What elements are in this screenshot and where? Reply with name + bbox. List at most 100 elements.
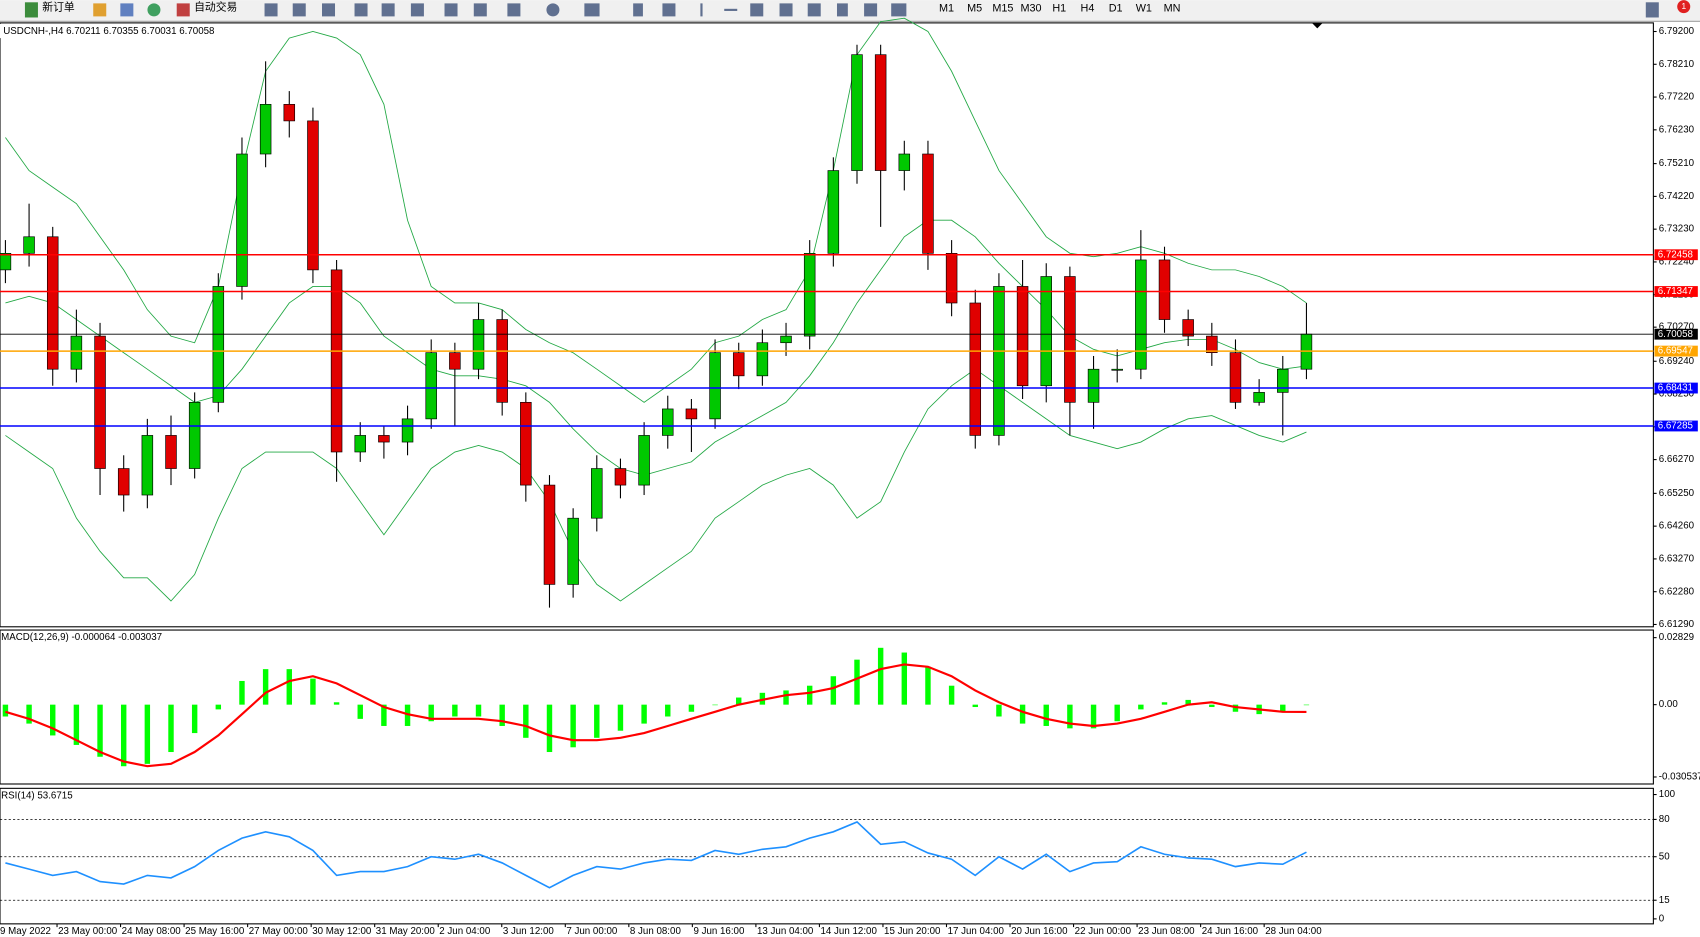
label-icon[interactable]: [864, 3, 878, 17]
macd-bar: [830, 676, 837, 705]
candle-body: [188, 401, 201, 469]
channel-icon[interactable]: [779, 3, 793, 17]
candle-body: [283, 104, 296, 122]
x-tick-label: 27 May 00:00: [249, 926, 309, 937]
hline-icon[interactable]: [724, 8, 738, 11]
timeframe-button[interactable]: H1: [1052, 3, 1066, 15]
tool-icon[interactable]: [322, 3, 336, 17]
toolbar-icon[interactable]: [120, 3, 134, 17]
candle-body: [425, 352, 437, 420]
candle-body: [993, 286, 1005, 436]
macd-bar: [1303, 704, 1310, 706]
new-order-button[interactable]: 新订单: [42, 0, 75, 14]
x-tick-label: 22 Jun 00:00: [1075, 926, 1132, 937]
candle-body: [922, 153, 934, 254]
alert-badge[interactable]: [1677, 0, 1691, 14]
vline-icon[interactable]: [700, 3, 703, 17]
price-tag: [1654, 249, 1698, 261]
macd-bar: [854, 659, 860, 705]
y-tick-label: 6.64260: [1659, 521, 1695, 532]
candle-body: [330, 269, 343, 453]
tile-icon[interactable]: [410, 3, 424, 17]
y-tick-label: 6.79200: [1659, 26, 1695, 37]
period-icon[interactable]: [546, 3, 560, 17]
tool-icon[interactable]: [444, 3, 458, 17]
timeframe-button[interactable]: M5: [967, 3, 982, 15]
zoom-in-icon[interactable]: [354, 3, 368, 17]
fibo-icon[interactable]: [807, 3, 821, 17]
candle-body: [401, 418, 414, 443]
main-title-bg: [0, 23, 228, 39]
macd-bar: [736, 697, 742, 705]
search-icon[interactable]: [1645, 2, 1659, 18]
y-tick-label: 0: [1659, 913, 1665, 924]
tool-icon[interactable]: [473, 3, 487, 17]
candle-body: [46, 236, 59, 370]
macd-bar: [144, 704, 151, 764]
macd-bar: [523, 704, 529, 738]
macd-bar: [262, 669, 269, 705]
timeframes: M1 M5 M15 M30 H1 H4 D1 W1 MN: [939, 3, 1180, 15]
macd-bar: [712, 704, 718, 706]
candle-body: [662, 408, 674, 436]
timeframe-button[interactable]: MN: [1164, 3, 1181, 15]
timeframe-button[interactable]: M30: [1021, 3, 1042, 15]
candle-body: [969, 302, 982, 436]
auto-trading-icon[interactable]: [176, 3, 190, 17]
price-tag-label: 6.68431: [1658, 383, 1693, 394]
macd-bar: [1280, 704, 1286, 712]
candle-body: [709, 352, 721, 420]
plot-layer: 6.79200 6.78210 6.77220 6.76230 6.75210 6.742…: [0, 17, 1700, 937]
indicator-icon[interactable]: [507, 3, 521, 17]
text-icon[interactable]: [836, 3, 848, 17]
x-tick-label: 14 Jun 12:00: [821, 926, 878, 937]
x-tick-label: 7 Jun 00:00: [566, 926, 618, 937]
toolbar: 新订单 自动交易 M1 M5 M1: [0, 0, 1700, 22]
macd-bar: [1019, 704, 1026, 724]
cursor-icon[interactable]: [633, 3, 643, 17]
macd-bar: [452, 704, 458, 717]
toolbar-icon[interactable]: [147, 3, 161, 17]
auto-trading-button[interactable]: 自动交易: [194, 0, 237, 14]
macd-bar: [215, 704, 222, 710]
y-tick-label: 80: [1659, 814, 1670, 825]
main-title: USDCNH-,H4 6.70211 6.70355 6.70031 6.700…: [3, 26, 214, 37]
toolbar-tools: [264, 3, 907, 17]
trendline-icon[interactable]: [750, 3, 764, 17]
y-tick-label: 6.73230: [1659, 224, 1695, 235]
y-tick-label: 0.02829: [1659, 632, 1694, 643]
timeframe-button[interactable]: W1: [1136, 3, 1152, 15]
macd-bar: [783, 690, 789, 705]
candle-body: [1111, 368, 1123, 371]
candle-body: [685, 408, 698, 420]
rsi-title: RSI(14) 53.6715: [1, 791, 73, 802]
macd-bar: [1067, 704, 1073, 729]
tool-icon[interactable]: [264, 3, 278, 17]
y-tick-label: -0.030537: [1659, 772, 1700, 783]
macd-bar: [168, 704, 174, 753]
timeframe-button[interactable]: D1: [1109, 3, 1123, 15]
macd-bar: [191, 704, 198, 734]
macd-bar: [428, 704, 434, 722]
timeframe-button[interactable]: M1: [939, 3, 954, 15]
x-tick-label: 3 Jun 12:00: [503, 926, 555, 937]
crosshair-icon[interactable]: [662, 3, 676, 17]
macd-bar: [1161, 702, 1168, 705]
tool-icon[interactable]: [292, 3, 306, 17]
candle-body: [259, 104, 272, 155]
arrows-icon[interactable]: [891, 3, 907, 17]
candle-body: [117, 468, 130, 496]
timeframe-button[interactable]: H4: [1081, 3, 1095, 15]
zoom-out-icon[interactable]: [381, 3, 395, 17]
template-icon[interactable]: [584, 3, 600, 17]
price-tag-label: 6.70058: [1658, 329, 1693, 340]
new-order-icon[interactable]: [24, 2, 38, 18]
candle-body: [94, 335, 106, 469]
toolbar-icon[interactable]: [93, 3, 107, 17]
timeframe-button[interactable]: M15: [992, 3, 1013, 15]
candle-body: [307, 120, 319, 271]
y-tick-label: 6.68250: [1659, 389, 1695, 400]
macd-bar: [1232, 704, 1239, 712]
x-tick-label: 19 May 2022: [0, 926, 51, 937]
